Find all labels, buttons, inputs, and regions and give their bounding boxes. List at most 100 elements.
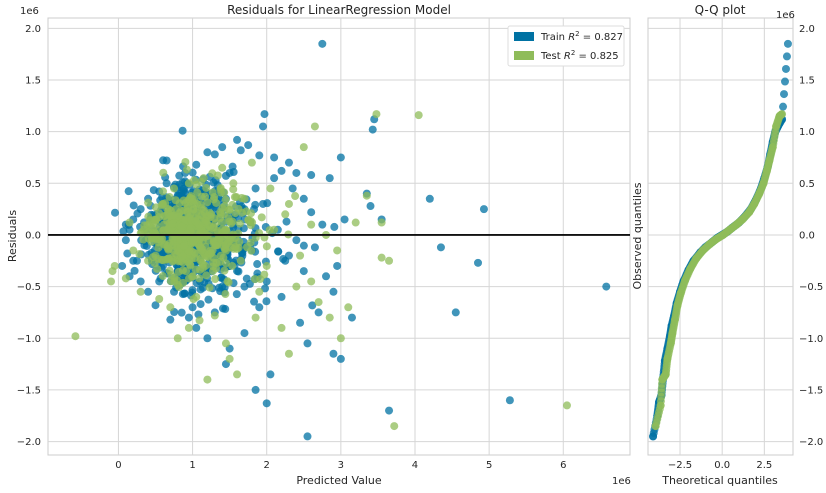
data-point — [144, 227, 153, 236]
data-point — [291, 192, 300, 201]
data-point — [240, 329, 249, 338]
data-point — [159, 220, 168, 229]
data-point — [180, 242, 189, 251]
data-point — [223, 234, 232, 243]
data-point — [277, 292, 286, 301]
data-point — [303, 432, 312, 441]
data-point — [322, 272, 331, 281]
data-point — [193, 188, 202, 197]
data-point — [220, 201, 229, 210]
data-point — [136, 205, 145, 214]
data-point — [247, 158, 256, 167]
data-point — [221, 259, 230, 268]
data-point — [284, 349, 293, 358]
data-point — [299, 194, 308, 203]
data-point — [262, 399, 271, 408]
data-point — [277, 166, 286, 175]
data-point — [296, 318, 305, 327]
data-point — [203, 375, 212, 384]
data-point — [171, 205, 180, 214]
data-point — [182, 267, 191, 276]
data-point — [219, 304, 228, 313]
data-point — [178, 126, 187, 135]
data-point — [310, 122, 319, 131]
data-point — [318, 39, 327, 48]
y-tick-label: −2.0 — [799, 437, 823, 448]
y-tick-label: −1.5 — [17, 385, 41, 396]
data-point — [206, 246, 215, 255]
data-point — [451, 308, 460, 317]
data-point — [129, 256, 138, 265]
data-point — [195, 316, 204, 325]
data-point — [362, 191, 371, 200]
x-tick-label: 0 — [115, 460, 121, 471]
data-point — [188, 303, 197, 312]
data-point — [175, 283, 184, 292]
data-point — [238, 208, 247, 217]
data-point — [144, 212, 153, 221]
data-point — [240, 194, 249, 203]
legend-train-swatch — [514, 32, 534, 41]
data-point — [198, 263, 207, 272]
data-point — [229, 185, 238, 194]
data-point — [783, 39, 792, 48]
legend: Train R2 = 0.827 Test R2 = 0.825 — [507, 25, 625, 67]
data-point — [233, 135, 242, 144]
data-point — [274, 247, 283, 256]
data-point — [225, 168, 234, 177]
data-point — [474, 258, 483, 267]
data-point — [186, 224, 195, 233]
x-tick-label: 2.5 — [756, 460, 772, 471]
data-point — [186, 261, 195, 270]
data-point — [257, 213, 266, 222]
qq-tick-labels: −2.5 0.0 2.5 −2.0 −1.5 −1.0 −0.5 0.0 0.5 1.0 1.5 2.… — [668, 24, 823, 471]
x-tick-label: 4 — [412, 460, 418, 471]
data-point — [125, 218, 134, 227]
data-point — [209, 195, 218, 204]
data-point — [282, 217, 291, 226]
data-point — [299, 267, 308, 276]
data-point — [121, 274, 130, 283]
data-point — [307, 171, 316, 180]
data-point — [217, 273, 226, 282]
data-point — [202, 183, 211, 192]
data-point — [344, 303, 353, 312]
data-point — [251, 385, 260, 394]
y-tick-label: −0.5 — [17, 282, 41, 293]
data-point — [292, 236, 301, 245]
data-point — [377, 218, 386, 227]
data-point — [181, 216, 190, 225]
data-point — [136, 287, 145, 296]
data-point — [178, 290, 187, 299]
data-point — [188, 272, 197, 281]
data-point — [255, 303, 264, 312]
data-point — [262, 277, 271, 286]
data-point — [155, 295, 164, 304]
data-point — [162, 179, 171, 188]
data-point — [196, 300, 205, 309]
data-point — [244, 141, 253, 150]
data-point — [192, 292, 201, 301]
data-point — [159, 156, 168, 165]
qq-plot: −2.5 0.0 2.5 −2.0 −1.5 −1.0 −0.5 0.0 0.5 1.0 1.5 2.… — [631, 3, 823, 487]
qq-x-axis-label: Theoretical quantiles — [661, 474, 778, 487]
data-point — [234, 243, 243, 252]
data-point — [189, 238, 198, 247]
data-point — [425, 194, 434, 203]
x-tick-label: 2 — [264, 460, 270, 471]
data-point — [218, 163, 227, 172]
data-point — [336, 153, 345, 162]
data-point — [299, 241, 308, 250]
data-point — [177, 308, 186, 317]
data-point — [108, 267, 117, 276]
y-tick-label: 1.0 — [25, 127, 41, 138]
y-tick-label: −1.0 — [17, 334, 41, 345]
qq-y-axis-label: Observed quantiles — [631, 182, 644, 289]
data-point — [170, 277, 179, 286]
data-point — [292, 282, 301, 291]
data-point — [192, 323, 201, 332]
data-point — [232, 290, 241, 299]
y-tick-label: 2.0 — [799, 24, 815, 35]
data-point — [223, 277, 232, 286]
